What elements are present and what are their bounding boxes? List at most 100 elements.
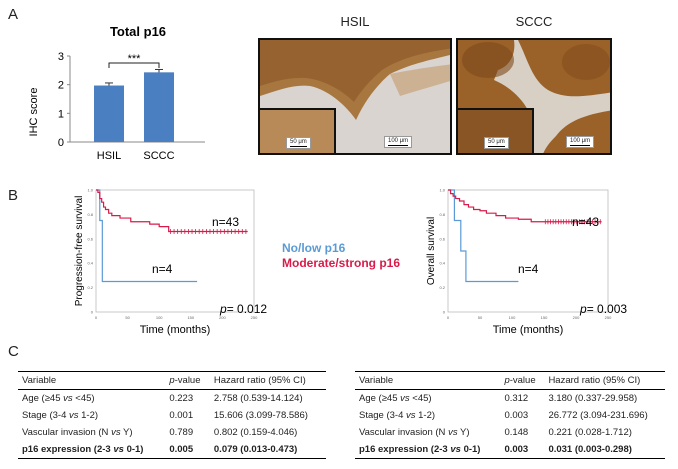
pvalue-cell: 0.003 <box>504 444 529 455</box>
scale-bar-sccc: 100 μm <box>566 136 595 148</box>
variable-cell: Vascular invasion (N vs Y) <box>359 427 470 438</box>
plot-frame <box>447 189 609 313</box>
x-axis-label: Time (months) <box>493 324 564 336</box>
table-row: Vascular invasion (N vs Y) 0.789 0.802 (0.… <box>18 424 326 441</box>
col-hazard-ratio: Hazard ratio (95% CI) <box>213 375 306 386</box>
y-tick-label: 0.8 <box>87 212 93 217</box>
table-row: p16 expression (2-3 vs 0-1) 0.003 0.031 (0… <box>355 441 665 459</box>
col-variable: Variable <box>22 375 57 386</box>
y-tick-label: 0.4 <box>439 261 445 266</box>
panel-letter-c: C <box>8 343 19 360</box>
scale-bar-hsil: 100 μm <box>384 136 413 148</box>
x-category-label: HSIL <box>97 150 121 162</box>
hazard-ratio-cell: 3.180 (0.337-29.958) <box>548 393 638 404</box>
hazard-ratio-cell: 0.079 (0.013-0.473) <box>213 444 298 455</box>
table-row: Stage (3-4 vs 1-2) 0.001 15.606 (3.099-78.… <box>18 407 326 424</box>
col-hazard-ratio: Hazard ratio (95% CI) <box>548 375 641 386</box>
y-tick-label: 1 <box>58 108 64 120</box>
legend-moderate-strong-p16: Moderate/strong p16 <box>282 256 401 270</box>
y-tick-label: 1.0 <box>87 188 93 193</box>
variable-cell: Stage (3-4 vs 1-2) <box>359 410 436 421</box>
scale-label: 100 μm <box>570 138 591 144</box>
pvalue-cell: 0.148 <box>504 427 529 438</box>
y-tick-label: 0 <box>58 137 64 149</box>
micrograph-sccc: 50 μm 100 μm <box>456 38 612 155</box>
y-tick-label: 0.2 <box>439 285 445 290</box>
n-label-no-low: n=4 <box>518 262 539 276</box>
n-label-moderate-strong: n=43 <box>212 215 239 229</box>
micrograph-title-hsil: HSIL <box>340 14 370 29</box>
table-row: p16 expression (2-3 vs 0-1) 0.005 0.079 (0… <box>18 441 326 459</box>
hazard-ratio-cell: 2.758 (0.539-14.124) <box>213 393 303 404</box>
plot-frame <box>95 189 255 313</box>
pvalue-cell: 0.223 <box>169 393 194 404</box>
survival-curve-0 <box>96 189 198 283</box>
pfs-chart: 0 50 100 150 200 250 0 0.2 0.4 0.6 0.8 1.0 n=43 n=4 p=… <box>74 188 267 337</box>
p-value: p= 0.003 <box>579 302 627 316</box>
y-tick-label: 3 <box>58 51 64 63</box>
x-tick-label: 150 <box>541 315 548 320</box>
scale-label: 100 μm <box>388 138 409 144</box>
micrograph-sccc-inset: 50 μm <box>458 108 534 153</box>
pvalue-cell: 0.789 <box>169 427 194 438</box>
x-tick-label: 150 <box>187 315 194 320</box>
x-tick-label: 100 <box>156 315 163 320</box>
panel-letter-b: B <box>8 187 19 204</box>
bar-chart-ylabel: IHC score <box>28 88 40 137</box>
micrograph-title-sccc: SCCC <box>515 14 553 29</box>
ihc-bar-chart: Total p16 IHC score 0 1 2 3 HSIL SCCC *** <box>28 24 205 162</box>
x-category-label: SCCC <box>143 150 174 162</box>
table-row: Age (≥45 vs <45) 0.312 3.180 (0.337-29.958… <box>355 390 665 408</box>
p-value: p= 0.012 <box>219 302 267 316</box>
x-tick-label: 100 <box>509 315 516 320</box>
pvalue-cell: 0.005 <box>169 444 194 455</box>
micrograph-hsil-inset: 50 μm <box>260 108 336 153</box>
survival-legend: No/low p16 Moderate/strong p16 <box>282 241 400 271</box>
scale-bar-hsil-inset: 50 μm <box>286 137 311 149</box>
survival-curve-0 <box>448 189 519 283</box>
y-tick-label: 2 <box>58 80 64 92</box>
col-pvalue: p-value <box>169 375 201 386</box>
x-tick-label: 50 <box>478 315 483 320</box>
legend-no-low-p16: No/low p16 <box>282 241 346 255</box>
significance-label: *** <box>128 53 142 65</box>
micrograph-hsil: 50 μm 100 μm <box>258 38 452 155</box>
variable-cell: Vascular invasion (N vs Y) <box>22 427 133 438</box>
os-chart: 0 50 100 150 200 250 0 0.2 0.4 0.6 0.8 1.0 n=43 n=4 p=… <box>426 188 627 337</box>
pvalue-cell: 0.001 <box>169 410 194 421</box>
hazard-ratio-cell: 0.802 (0.159-4.046) <box>213 427 298 438</box>
panel-letter-a: A <box>8 6 19 23</box>
variable-cell: Stage (3-4 vs 1-2) <box>22 410 99 421</box>
survival-curve-1 <box>96 189 248 233</box>
variable-cell: p16 expression (2-3 vs 0-1) <box>22 444 144 455</box>
n-label-moderate-strong: n=43 <box>572 215 599 229</box>
variable-cell: Age (≥45 vs <45) <box>359 393 432 404</box>
x-tick-label: 50 <box>125 315 130 320</box>
n-label-no-low: n=4 <box>152 262 173 276</box>
hazard-ratio-cell: 15.606 (3.099-78.586) <box>213 410 308 421</box>
x-axis-label: Time (months) <box>140 324 211 336</box>
pvalue-cell: 0.003 <box>504 410 529 421</box>
scale-label: 50 μm <box>290 139 307 145</box>
variable-cell: p16 expression (2-3 vs 0-1) <box>359 444 481 455</box>
x-tick-label: 0 <box>95 315 98 320</box>
y-tick-label: 1.0 <box>439 188 445 193</box>
scale-label: 50 μm <box>488 139 505 145</box>
hazard-ratio-cell: 0.221 (0.028-1.712) <box>548 427 632 438</box>
y-tick-label: 0.8 <box>439 212 445 217</box>
hazard-ratio-cell: 0.031 (0.003-0.298) <box>548 444 632 455</box>
variable-cell: Age (≥45 vs <45) <box>22 393 95 404</box>
col-variable: Variable <box>359 375 394 386</box>
bar-sccc <box>144 72 174 142</box>
y-tick-label: 0.4 <box>87 261 93 266</box>
survival-curve-1 <box>448 189 602 223</box>
y-tick-label: 0.6 <box>439 236 445 241</box>
y-axis-label: Progression-free survival <box>74 196 85 307</box>
pvalue-cell: 0.312 <box>504 393 529 404</box>
x-tick-label: 250 <box>605 315 612 320</box>
y-tick-label: 0 <box>443 310 446 315</box>
hazard-ratio-cell: 26.772 (3.094-231.696) <box>548 410 648 421</box>
table-row: Vascular invasion (N vs Y) 0.148 0.221 (0.… <box>355 424 665 441</box>
y-tick-label: 0.6 <box>87 236 93 241</box>
y-axis-label: Overall survival <box>426 217 437 285</box>
